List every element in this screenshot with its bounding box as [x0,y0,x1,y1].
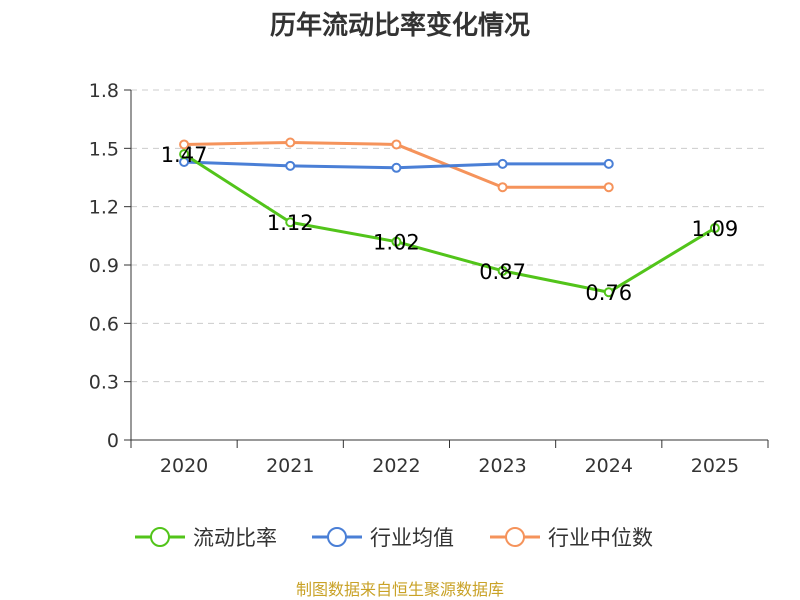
x-tick-label: 2025 [691,455,739,477]
series-point-1 [497,158,508,169]
y-tick-label: 0.6 [89,313,119,335]
y-tick-label: 1.2 [89,197,119,219]
x-tick-label: 2024 [585,455,633,477]
series-point-2 [497,182,508,193]
series-point-0 [497,265,508,276]
legend-label: 流动比率 [193,526,277,550]
y-tick-label: 0 [107,430,119,452]
data-label: 1.47 [161,143,208,167]
data-label: 1.02 [373,231,420,255]
source-note: 制图数据来自恒生聚源数据库 [296,580,504,599]
series-point-1 [285,160,296,171]
legend-marker [505,527,525,547]
legend-item-1[interactable]: 行业均值 [312,526,454,550]
data-label: 1.12 [267,211,314,235]
legend-label: 行业均值 [370,526,454,550]
legend-item-0[interactable]: 流动比率 [135,526,277,550]
y-tick-label: 1.8 [89,80,119,102]
chart-title: 历年流动比率变化情况 [270,10,530,41]
y-tick-label: 0.9 [89,255,119,277]
x-tick-label: 2022 [372,455,420,477]
legend-label: 行业中位数 [548,526,653,550]
series-point-2 [603,182,614,193]
grid-layer [131,89,768,383]
x-tick-label: 2020 [160,455,208,477]
series-layer [179,137,720,298]
series-point-2 [285,137,296,148]
y-tick-label: 1.5 [89,138,119,160]
series-point-0 [179,149,190,160]
legend-marker [150,527,170,547]
data-label: 0.76 [585,281,632,305]
series-point-1 [391,162,402,173]
series-point-1 [603,158,614,169]
legend: 流动比率 行业均值 行业中位数 [135,526,653,550]
series-point-0 [391,236,402,247]
series-line-0 [183,152,716,294]
series-point-0 [603,287,614,298]
legend-marker [327,527,347,547]
data-label: 0.87 [479,260,526,284]
label-layer: 1.47 1.12 1.02 0.87 0.76 1.09 [161,143,739,305]
legend-item-2[interactable]: 行业中位数 [490,526,653,550]
x-tick-label: 2023 [478,455,526,477]
series-point-0 [285,217,296,228]
series-point-2 [179,139,190,150]
x-tick-label: 2021 [266,455,314,477]
y-tick-label: 0.3 [89,372,119,394]
data-label: 1.09 [692,217,739,241]
series-point-2 [391,139,402,150]
series-point-0 [709,223,720,234]
axis-layer: 0 0.3 0.6 0.9 1.2 1.5 1.8 2020 2021 2022 2023 2024 2… [89,80,769,477]
